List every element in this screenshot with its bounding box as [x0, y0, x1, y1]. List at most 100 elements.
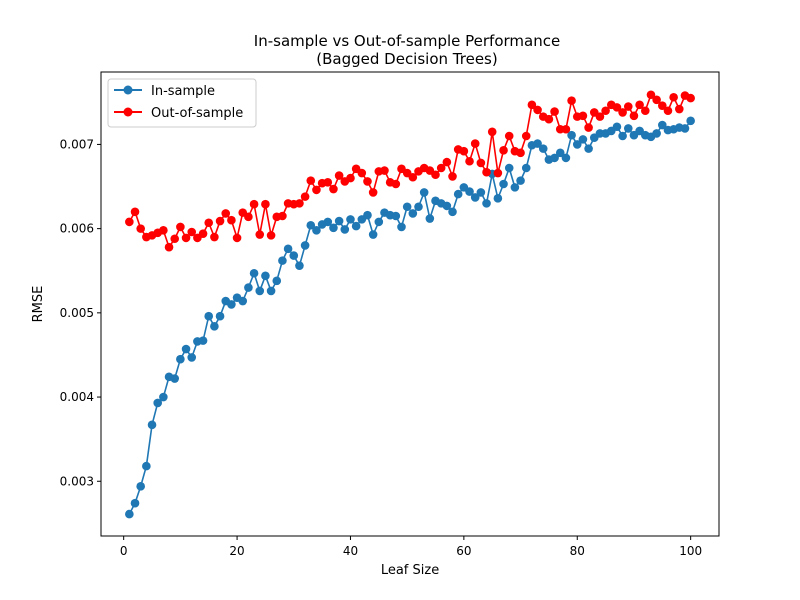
data-point-in-sample	[136, 482, 145, 491]
data-point-in-sample	[612, 122, 622, 132]
legend-marker-in-sample	[123, 85, 133, 95]
data-point-in-sample	[476, 188, 486, 197]
data-point-out-of-sample	[431, 170, 440, 180]
data-point-in-sample	[249, 268, 259, 278]
data-point-out-of-sample	[391, 179, 401, 189]
data-point-out-of-sample	[675, 104, 684, 114]
data-point-out-of-sample	[669, 92, 678, 102]
data-point-out-of-sample	[176, 222, 185, 232]
data-point-out-of-sample	[521, 131, 531, 141]
data-point-out-of-sample	[544, 114, 554, 124]
data-point-out-of-sample	[215, 216, 225, 226]
y-axis-label: RMSE	[31, 286, 46, 323]
data-point-out-of-sample	[448, 172, 457, 181]
data-point-in-sample	[181, 344, 191, 354]
data-point-out-of-sample	[442, 157, 452, 167]
plot-area: 0 20 40 60 80 100 0.003 0.004 0.005 0.006 0.007	[60, 71, 720, 558]
data-point-in-sample	[215, 311, 225, 321]
x-axis-ticks: 0 20 40 60 80 100	[120, 536, 702, 558]
data-point-in-sample	[482, 199, 491, 208]
data-point-out-of-sample	[686, 93, 695, 103]
data-point-out-of-sample	[380, 166, 389, 175]
data-point-in-sample	[198, 336, 208, 345]
data-point-out-of-sample	[266, 231, 276, 240]
data-point-out-of-sample	[334, 171, 344, 180]
data-point-in-sample	[363, 210, 372, 220]
data-point-in-sample	[572, 140, 582, 149]
data-point-out-of-sample	[249, 199, 259, 209]
data-point-in-sample	[448, 207, 457, 217]
data-point-out-of-sample	[300, 192, 310, 201]
x-tick-label: 0	[120, 544, 128, 558]
data-point-in-sample	[227, 300, 236, 309]
x-tick-label: 60	[456, 544, 471, 558]
data-point-out-of-sample	[646, 90, 656, 100]
data-point-out-of-sample	[436, 163, 446, 173]
data-point-out-of-sample	[210, 232, 219, 242]
legend-label-out-of-sample: Out-of-sample	[151, 106, 243, 121]
y-tick-label: 0.007	[60, 137, 94, 151]
data-point-in-sample	[584, 144, 593, 153]
data-point-in-sample	[204, 311, 214, 321]
data-point-out-of-sample	[255, 230, 265, 239]
data-point-out-of-sample	[187, 227, 197, 237]
legend: In-sample Out-of-sample	[107, 78, 257, 128]
data-point-out-of-sample	[136, 224, 145, 233]
data-point-in-sample	[159, 392, 168, 402]
data-point-in-sample	[516, 176, 525, 185]
data-point-in-sample	[368, 230, 378, 239]
data-point-out-of-sample	[125, 217, 134, 227]
data-point-in-sample	[374, 217, 384, 227]
data-point-out-of-sample	[459, 146, 469, 156]
data-point-in-sample	[521, 163, 531, 173]
data-point-in-sample	[561, 153, 571, 163]
data-point-out-of-sample	[244, 212, 253, 222]
data-point-out-of-sample	[595, 112, 605, 121]
data-point-out-of-sample	[601, 106, 610, 116]
data-point-out-of-sample	[493, 168, 503, 178]
data-point-out-of-sample	[204, 218, 214, 228]
data-point-in-sample	[272, 276, 282, 286]
y-tick-label: 0.003	[60, 474, 94, 488]
chart-title: In-sample vs Out-of-sample Performance	[254, 32, 560, 50]
data-point-out-of-sample	[306, 176, 316, 185]
data-point-out-of-sample	[346, 173, 355, 183]
data-point-in-sample	[555, 148, 565, 158]
data-point-in-sample	[130, 498, 140, 508]
data-point-in-sample	[238, 296, 248, 306]
data-point-in-sample	[425, 214, 435, 223]
data-point-out-of-sample	[658, 101, 667, 110]
data-point-in-sample	[453, 189, 463, 199]
data-point-out-of-sample	[221, 209, 231, 218]
data-point-in-sample	[618, 131, 627, 141]
data-point-in-sample	[323, 217, 333, 227]
data-point-out-of-sample	[527, 100, 537, 110]
data-point-out-of-sample	[357, 168, 367, 178]
data-point-in-sample	[255, 286, 265, 296]
data-point-out-of-sample	[368, 188, 378, 197]
data-point-in-sample	[470, 193, 480, 202]
data-point-in-sample	[499, 179, 508, 189]
series-out-of-sample	[125, 90, 695, 252]
data-point-out-of-sample	[640, 106, 650, 116]
data-point-out-of-sample	[561, 124, 571, 134]
data-point-out-of-sample	[329, 184, 338, 194]
data-point-out-of-sample	[408, 172, 418, 182]
data-point-out-of-sample	[227, 215, 236, 225]
data-point-in-sample	[442, 201, 452, 211]
data-point-out-of-sample	[278, 211, 287, 221]
data-point-in-sample	[125, 509, 134, 519]
data-point-in-sample	[578, 135, 588, 144]
data-point-in-sample	[170, 374, 180, 383]
data-point-out-of-sample	[663, 106, 673, 116]
data-point-in-sample	[210, 322, 219, 331]
data-point-in-sample	[261, 271, 270, 281]
data-point-in-sample	[295, 261, 304, 270]
data-point-in-sample	[306, 220, 316, 230]
x-tick-label: 100	[679, 544, 702, 558]
data-point-out-of-sample	[623, 102, 633, 111]
data-point-out-of-sample	[465, 156, 474, 166]
data-point-out-of-sample	[612, 103, 622, 112]
y-axis-ticks: 0.003 0.004 0.005 0.006 0.007	[60, 137, 101, 488]
